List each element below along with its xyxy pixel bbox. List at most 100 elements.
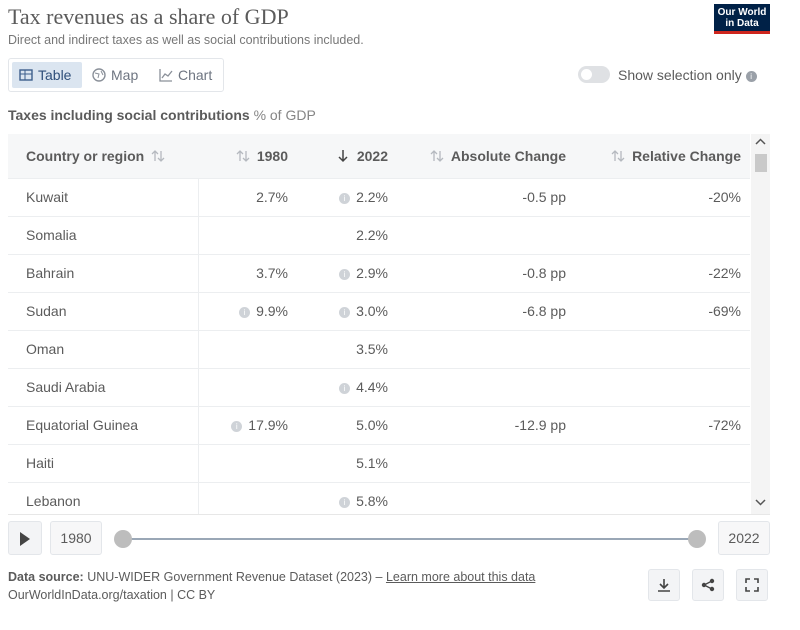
cell: 5.0% — [288, 406, 388, 444]
info-icon[interactable]: i — [339, 307, 351, 318]
cell-text: -0.8 pp — [522, 265, 566, 281]
cell-text: 9.9% — [256, 303, 288, 319]
cell: -6.8 pp — [388, 292, 566, 330]
column-header[interactable]: Absolute Change — [388, 134, 566, 178]
cell-text: 2.2% — [356, 227, 388, 243]
logo-line: in Data — [725, 18, 759, 29]
row — [8, 216, 750, 255]
cell-text: Haiti — [26, 455, 55, 471]
cell-text: Saudi Arabia — [26, 379, 106, 395]
cell-text: Lebanon — [26, 493, 81, 509]
tab[interactable]: Table — [12, 62, 82, 88]
cell-text: 2.7% — [256, 189, 288, 205]
timeline-track[interactable] — [123, 538, 697, 540]
timeline-end[interactable]: 2022 — [718, 521, 770, 555]
cell: Bahrain — [8, 254, 198, 292]
cell: 3.5% — [288, 330, 388, 368]
info-icon[interactable]: i — [339, 497, 351, 508]
column-header[interactable]: Relative Change — [566, 134, 750, 178]
info-icon[interactable]: i — [239, 307, 251, 318]
scroll-down[interactable] — [755, 498, 766, 506]
icon — [159, 69, 173, 82]
caption-unit: % of GDP — [253, 107, 316, 123]
tab[interactable]: Chart — [152, 62, 220, 88]
sort-icon — [236, 150, 250, 162]
tab-bar: Table Map Chart — [8, 58, 224, 92]
cell-text: -72% — [708, 417, 741, 433]
play-button[interactable] — [8, 521, 42, 555]
icon — [19, 69, 33, 81]
info-icon[interactable]: i — [231, 421, 243, 432]
cell: -12.9 pp — [388, 406, 566, 444]
cell-text: 3.5% — [356, 341, 388, 357]
url[interactable]: OurWorldInData.org/taxation | CC BY — [8, 588, 216, 602]
row — [8, 444, 750, 483]
timeline-handle[interactable] — [114, 530, 132, 548]
tab-label: Chart — [178, 67, 213, 83]
row — [8, 292, 750, 331]
scroll-thumb[interactable] — [755, 154, 767, 172]
cell-text: -69% — [708, 303, 741, 319]
tab[interactable]: Map — [85, 62, 149, 88]
cell: -72% — [566, 406, 750, 444]
column-divider — [198, 444, 199, 482]
row — [8, 482, 750, 514]
cell-text: 2.9% — [356, 265, 388, 281]
row — [8, 406, 750, 445]
cell: -0.5 pp — [388, 178, 566, 216]
column-divider — [198, 216, 199, 254]
download-button[interactable] — [648, 569, 680, 601]
link[interactable]: Learn more about this data — [385, 570, 536, 584]
row — [8, 368, 750, 407]
tab-label: Map — [111, 67, 139, 83]
cell-text: 5.8% — [356, 493, 388, 509]
timeline-handle[interactable] — [688, 530, 706, 548]
info-icon[interactable]: i — [339, 193, 351, 204]
cell: i 5.8% — [288, 482, 388, 514]
column-divider — [198, 368, 199, 406]
table-caption: Taxes including social contributions % o… — [8, 107, 316, 123]
cell: -22% — [566, 254, 750, 292]
scroll-up[interactable] — [755, 138, 766, 146]
column-label: Absolute Change — [450, 148, 566, 164]
cell: 3.7% — [198, 254, 288, 292]
cell: 2.7% — [198, 178, 288, 216]
column-header[interactable]: 2022 — [288, 134, 388, 178]
cell: 5.1% — [288, 444, 388, 482]
cell: Equatorial Guinea — [8, 406, 198, 444]
column-label: 1980 — [256, 148, 288, 164]
toggle[interactable] — [578, 66, 610, 83]
column-divider — [198, 178, 199, 216]
icon — [701, 578, 715, 592]
logo[interactable]: Our World in Data — [714, 4, 770, 34]
column-label: Relative Change — [632, 148, 741, 164]
cell-text: 3.7% — [256, 265, 288, 281]
column-header[interactable]: 1980 — [198, 134, 288, 178]
cell: i 17.9% — [198, 406, 288, 444]
fullscreen-button[interactable] — [736, 569, 768, 601]
timeline-start[interactable]: 1980 — [50, 521, 102, 555]
cell: i 9.9% — [198, 292, 288, 330]
cell: 2.2% — [288, 216, 388, 254]
scrollbar[interactable] — [751, 134, 770, 514]
icon — [20, 532, 30, 546]
column-divider — [198, 406, 199, 444]
cell-text: Kuwait — [26, 189, 69, 205]
cell-text: Sudan — [26, 303, 67, 319]
info-icon[interactable]: i — [339, 383, 351, 394]
row — [8, 254, 750, 293]
cell: Lebanon — [8, 482, 198, 514]
info-icon[interactable]: i — [745, 71, 757, 82]
cell-text: 2.2% — [356, 189, 388, 205]
column-divider — [198, 330, 199, 368]
cell: Kuwait — [8, 178, 198, 216]
row — [8, 178, 750, 217]
column-header[interactable]: Country or region — [8, 134, 198, 178]
info-icon[interactable]: i — [339, 269, 351, 280]
share-button[interactable] — [692, 569, 724, 601]
row — [8, 330, 750, 369]
cell-text: 5.1% — [356, 455, 388, 471]
cell-text: -6.8 pp — [522, 303, 566, 319]
cell: Somalia — [8, 216, 198, 254]
cell-text: -20% — [708, 189, 741, 205]
